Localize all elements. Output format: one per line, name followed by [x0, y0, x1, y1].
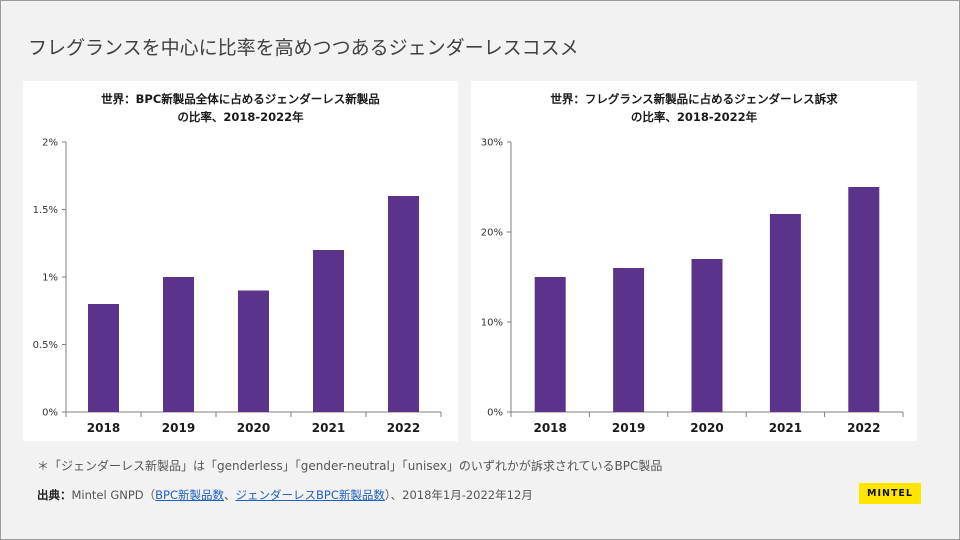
y-tick-label: 30%	[481, 138, 503, 149]
y-tick-label: 2%	[42, 138, 58, 149]
chart-title-left-line2: の比率、2018-2022年	[177, 110, 304, 124]
source-separator: 、	[224, 488, 236, 502]
x-category-label: 2019	[162, 421, 195, 435]
y-tick-label: 1.5%	[33, 205, 58, 216]
chart-title-left-line1: 世界：BPC新製品全体に占めるジェンダーレス新製品	[101, 92, 380, 106]
bar-2020	[238, 290, 269, 412]
x-category-label: 2020	[237, 421, 270, 435]
chart-title-left: 世界：BPC新製品全体に占めるジェンダーレス新製品 の比率、2018-2022年	[23, 90, 458, 126]
bar-2021	[313, 250, 344, 412]
chart-panel-right: 0% 10% 20% 30% 2018 2019 2020 2021 2022 世界：フレグラン…	[471, 81, 917, 441]
bar-2019	[163, 277, 194, 412]
bar-2019	[613, 268, 645, 412]
y-tick-label: 0.5%	[33, 340, 58, 351]
footnote: ＊「ジェンダーレス新製品」は「genderless」「gender-neutra…	[37, 459, 663, 473]
x-category-label: 2020	[690, 421, 723, 435]
bar-2020	[691, 259, 723, 412]
source-label: 出典：	[37, 488, 72, 502]
x-category-label: 2018	[87, 421, 120, 435]
bar-chart-overall: 0% 0.5% 1% 1.5% 2% 2018 2019 2020 2021 2022	[33, 138, 442, 435]
chart-panel-left: 0% 0.5% 1% 1.5% 2% 2018 2019 2020 2021 2022 世界：BP…	[23, 81, 458, 441]
y-tick-label: 0%	[42, 408, 58, 419]
source-line: 出典：Mintel GNPD（BPC新製品数、ジェンダーレスBPC新製品数）、2…	[37, 487, 533, 503]
x-category-label: 2022	[387, 421, 420, 435]
bar-chart-fragrance: 0% 10% 20% 30% 2018 2019 2020 2021 2022	[481, 138, 904, 435]
y-tick-label: 0%	[487, 408, 503, 419]
y-tick-label: 10%	[481, 318, 503, 329]
x-category-label: 2021	[769, 421, 802, 435]
x-category-label: 2021	[312, 421, 345, 435]
chart-title-right-line2: の比率、2018-2022年	[630, 110, 758, 124]
bar-2022	[388, 196, 419, 412]
y-tick-label: 20%	[481, 228, 503, 239]
bar-2022	[848, 187, 880, 412]
x-category-label: 2019	[612, 421, 645, 435]
y-tick-label: 1%	[42, 273, 58, 284]
source-prefix: Mintel GNPD（	[71, 488, 156, 502]
x-category-label: 2022	[847, 421, 880, 435]
source-suffix: ）、2018年1月-2022年12月	[384, 488, 533, 502]
chart-title-right-line1: 世界：フレグランス新製品に占めるジェンダーレス訴求	[550, 92, 838, 106]
mintel-logo: MINTEL	[859, 483, 921, 504]
source-link-genderless-new-products[interactable]: ジェンダーレスBPC新製品数	[235, 488, 385, 502]
slide-title: フレグランスを中心に比率を高めつつあるジェンダーレスコスメ	[28, 37, 579, 59]
source-link-bpc-new-products[interactable]: BPC新製品数	[155, 488, 225, 502]
bar-2018	[534, 277, 566, 412]
bar-2021	[769, 214, 801, 412]
x-category-label: 2018	[533, 421, 566, 435]
bar-2018	[88, 304, 119, 412]
chart-title-right: 世界：フレグランス新製品に占めるジェンダーレス訴求 の比率、2018-2022年	[471, 90, 917, 126]
